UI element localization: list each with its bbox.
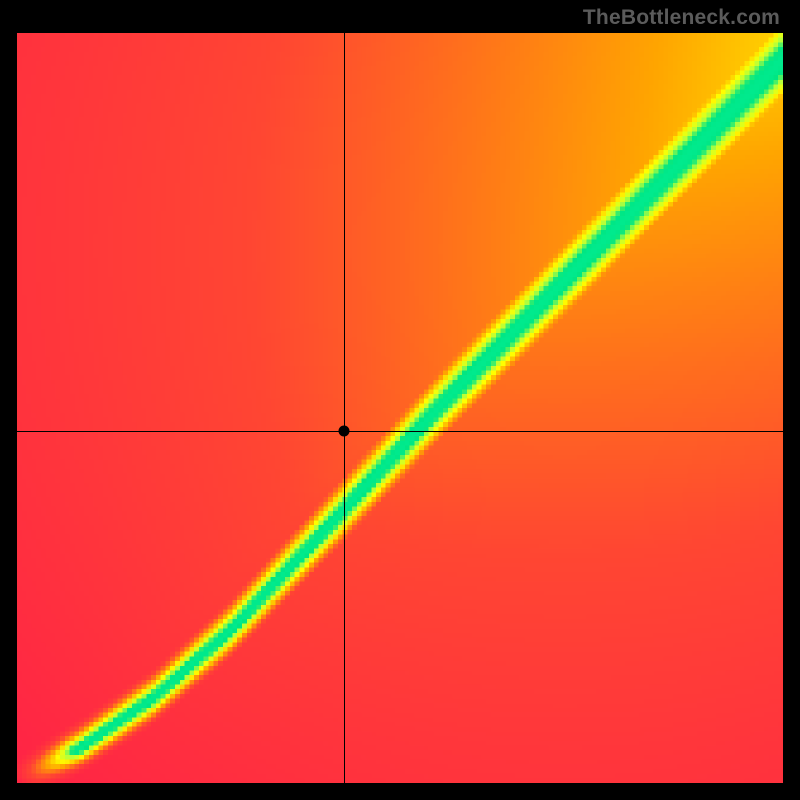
crosshair-horizontal [17, 431, 783, 432]
chart-frame: TheBottleneck.com [0, 0, 800, 800]
crosshair-vertical [344, 33, 345, 783]
watermark-text: TheBottleneck.com [583, 6, 780, 30]
heatmap-canvas [17, 33, 783, 783]
plot-area [17, 33, 783, 783]
data-point-marker [339, 425, 350, 436]
